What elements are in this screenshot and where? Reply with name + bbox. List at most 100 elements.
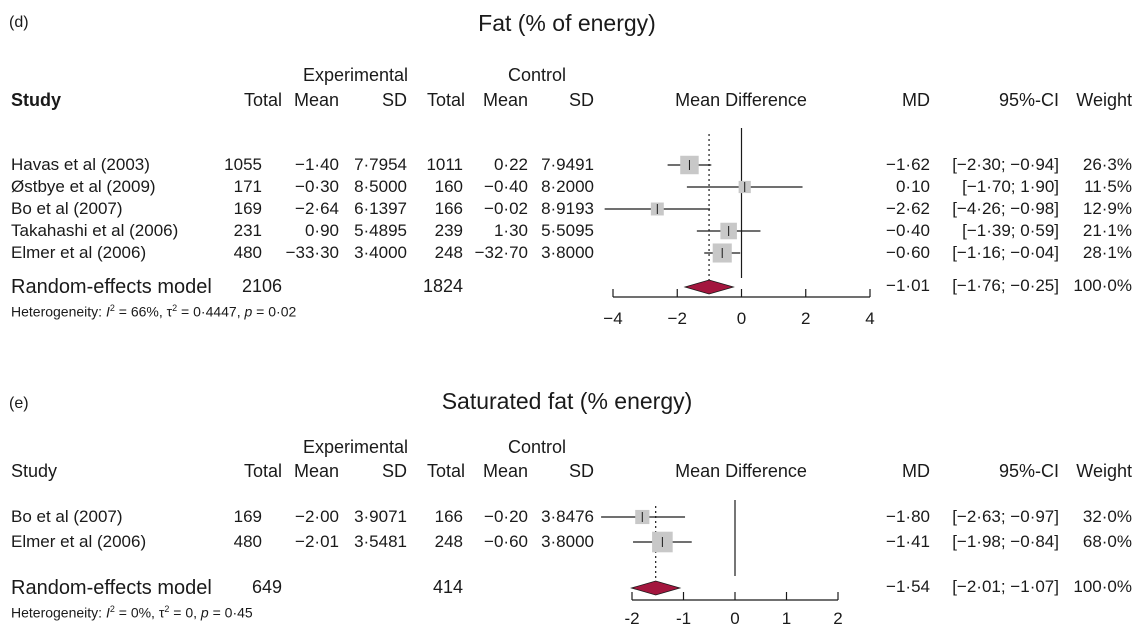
header-mean-difference: Mean Difference <box>675 461 807 481</box>
study-ci: [−4·26; −0·98] <box>952 199 1059 218</box>
study-ci: [−2·30; −0·94] <box>952 155 1059 174</box>
heterogeneity-part: τ <box>158 604 165 621</box>
ctl-total: 160 <box>434 177 463 196</box>
ctl-mean: −0·60 <box>484 532 528 551</box>
exp-mean: −33·30 <box>285 243 339 262</box>
x-tick-label: 2 <box>801 309 810 328</box>
heterogeneity-part: I <box>105 303 110 320</box>
ctl-mean: −0·40 <box>484 177 528 196</box>
x-tick-label: −4 <box>603 309 622 328</box>
study-md: −0·60 <box>886 243 930 262</box>
x-tick-label: -1 <box>676 609 691 628</box>
header-exp-total: Total <box>243 461 282 481</box>
study-ci: [−2·63; −0·97] <box>952 507 1059 526</box>
header-exp-sd: SD <box>381 90 407 110</box>
pooled-md: −1·01 <box>886 276 930 295</box>
heterogeneity-part: 2 <box>109 303 115 313</box>
header-ci: 95%-CI <box>998 90 1059 110</box>
study-ci: [−1·39; 0·59] <box>962 221 1059 240</box>
heterogeneity-part: = 0, <box>169 604 201 621</box>
heterogeneity-part: τ <box>166 303 173 320</box>
exp-sd: 7·7954 <box>354 155 407 174</box>
header-exp-mean: Mean <box>293 90 339 110</box>
exp-mean: 0·90 <box>304 221 339 240</box>
pooled-diamond <box>683 279 735 295</box>
heterogeneity-part: = 0·02 <box>252 303 297 320</box>
ctl-total: 166 <box>434 199 463 218</box>
ctl-sd: 3·8000 <box>541 243 594 262</box>
header-ctl-sd: SD <box>568 90 594 110</box>
study-md: −1·62 <box>886 155 930 174</box>
study-weight: 28·1% <box>1082 243 1132 262</box>
exp-sd: 8·5000 <box>354 177 407 196</box>
ctl-sd: 3·8476 <box>541 507 594 526</box>
exp-total: 480 <box>233 532 262 551</box>
exp-sd: 5·4895 <box>354 221 407 240</box>
pooled-diamond <box>630 580 682 596</box>
study-name: Østbye et al (2009) <box>11 177 156 196</box>
exp-total: 1055 <box>224 155 262 174</box>
exp-mean: −0·30 <box>295 177 339 196</box>
ctl-mean: −32·70 <box>474 243 528 262</box>
pooled-exp-total: 649 <box>251 577 282 597</box>
exp-mean: −2·01 <box>295 532 339 551</box>
header-exp-sd: SD <box>381 461 407 481</box>
study-ci: [−1·16; −0·04] <box>952 243 1059 262</box>
ctl-total: 239 <box>434 221 463 240</box>
header-control: Control <box>507 65 566 85</box>
exp-total: 169 <box>233 199 262 218</box>
heterogeneity-part: = 0%, <box>114 604 159 621</box>
study-name: Bo et al (2007) <box>11 199 123 218</box>
x-tick-label: 0 <box>737 309 746 328</box>
ctl-total: 248 <box>434 243 463 262</box>
study-weight: 26·3% <box>1082 155 1132 174</box>
study-md: −1·41 <box>886 532 930 551</box>
exp-sd: 3·5481 <box>354 532 407 551</box>
panel-label: (d) <box>9 14 29 31</box>
x-tick-label: 0 <box>730 609 739 628</box>
header-ci: 95%-CI <box>998 461 1059 481</box>
x-tick-label: −2 <box>668 309 687 328</box>
heterogeneity-part: 2 <box>164 604 170 614</box>
pooled-ctl-total: 1824 <box>422 276 463 296</box>
ctl-mean: 1·30 <box>493 221 528 240</box>
study-name: Takahashi et al (2006) <box>11 221 179 240</box>
ctl-sd: 7·9491 <box>541 155 594 174</box>
ctl-sd: 8·2000 <box>541 177 594 196</box>
heterogeneity-note: Heterogeneity: I2 = 0%, τ2 = 0, p = 0·45 <box>11 605 253 620</box>
x-tick-label: 4 <box>865 309 874 328</box>
header-ctl-mean: Mean <box>482 90 528 110</box>
heterogeneity-part: = 0·4447, <box>177 303 245 320</box>
chart-title: Saturated fat (% energy) <box>441 388 693 414</box>
heterogeneity-part: p <box>200 604 209 621</box>
header-md: MD <box>902 461 930 481</box>
study-md: 0·10 <box>895 177 930 196</box>
exp-total: 169 <box>233 507 262 526</box>
header-study: Study <box>11 461 58 481</box>
pooled-weight: 100·0% <box>1073 276 1132 295</box>
ctl-total: 1011 <box>426 155 463 174</box>
header-md: MD <box>902 90 930 110</box>
panel-label: (e) <box>9 395 29 412</box>
exp-sd: 3·9071 <box>354 507 407 526</box>
pooled-exp-total: 2106 <box>241 276 282 296</box>
exp-total: 171 <box>233 177 262 196</box>
header-experimental: Experimental <box>302 437 408 457</box>
ctl-mean: −0·20 <box>484 507 528 526</box>
x-tick-label: -2 <box>624 609 639 628</box>
study-ci: [−1·70; 1·90] <box>962 177 1059 196</box>
heterogeneity-part: p <box>244 303 253 320</box>
ctl-sd: 3·8000 <box>541 532 594 551</box>
header-exp-total: Total <box>243 90 282 110</box>
exp-total: 480 <box>233 243 262 262</box>
study-weight: 32·0% <box>1082 507 1132 526</box>
pooled-ci: [−1·76; −0·25] <box>952 276 1059 295</box>
study-ci: [−1·98; −0·84] <box>952 532 1059 551</box>
exp-sd: 6·1397 <box>354 199 407 218</box>
study-weight: 11·5% <box>1084 177 1132 196</box>
x-tick-label: 1 <box>782 609 791 628</box>
ctl-total: 166 <box>434 507 463 526</box>
